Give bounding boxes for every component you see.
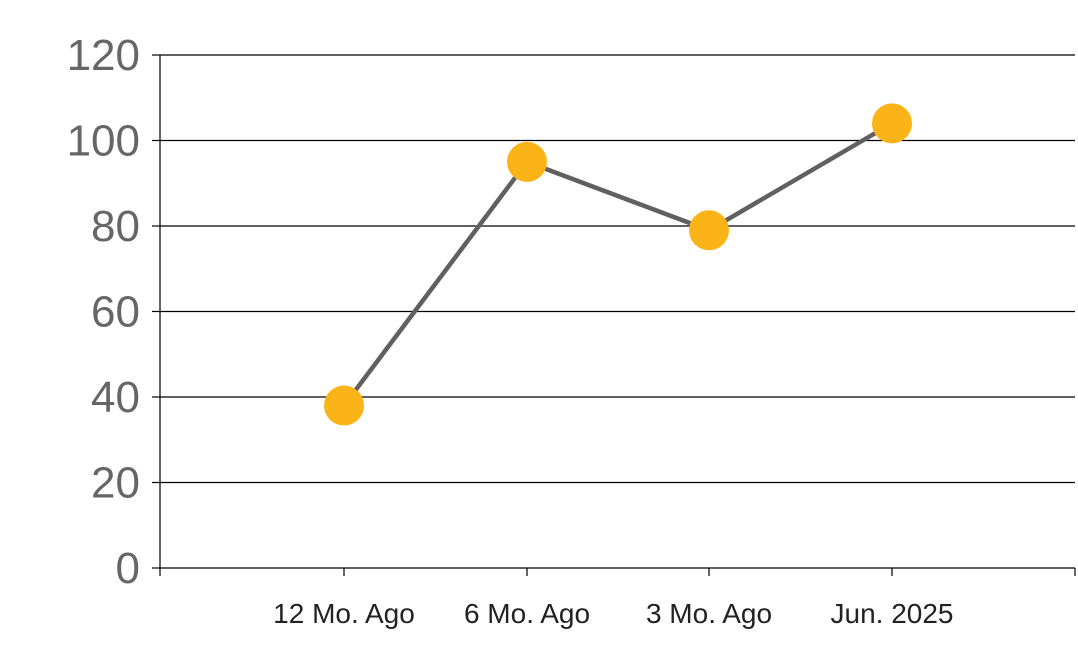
axes: [152, 54, 1076, 576]
y-tick-label: 100: [67, 117, 140, 166]
series-line: [341, 121, 895, 408]
series: [324, 103, 912, 426]
x-tick-label: Jun. 2025: [831, 598, 954, 629]
data-point: [324, 385, 364, 426]
data-point: [507, 141, 547, 182]
gridlines: [160, 54, 1075, 484]
y-tick-label: 20: [91, 459, 140, 508]
data-point: [872, 103, 912, 144]
x-tick-label: 3 Mo. Ago: [646, 598, 772, 629]
y-tick-label: 80: [91, 202, 140, 251]
y-tick-labels: 0 20 40 60 80 100 120: [67, 31, 140, 593]
x-tick-labels: 12 Mo. Ago 6 Mo. Ago 3 Mo. Ago Jun. 2025: [273, 598, 953, 629]
y-tick-label: 120: [67, 31, 140, 80]
x-tick-label: 6 Mo. Ago: [464, 598, 590, 629]
y-tick-label: 60: [91, 288, 140, 337]
x-tick-label: 12 Mo. Ago: [273, 598, 415, 629]
y-tick-label: 0: [116, 544, 140, 593]
data-point: [689, 210, 729, 251]
y-tick-label: 40: [91, 373, 140, 422]
